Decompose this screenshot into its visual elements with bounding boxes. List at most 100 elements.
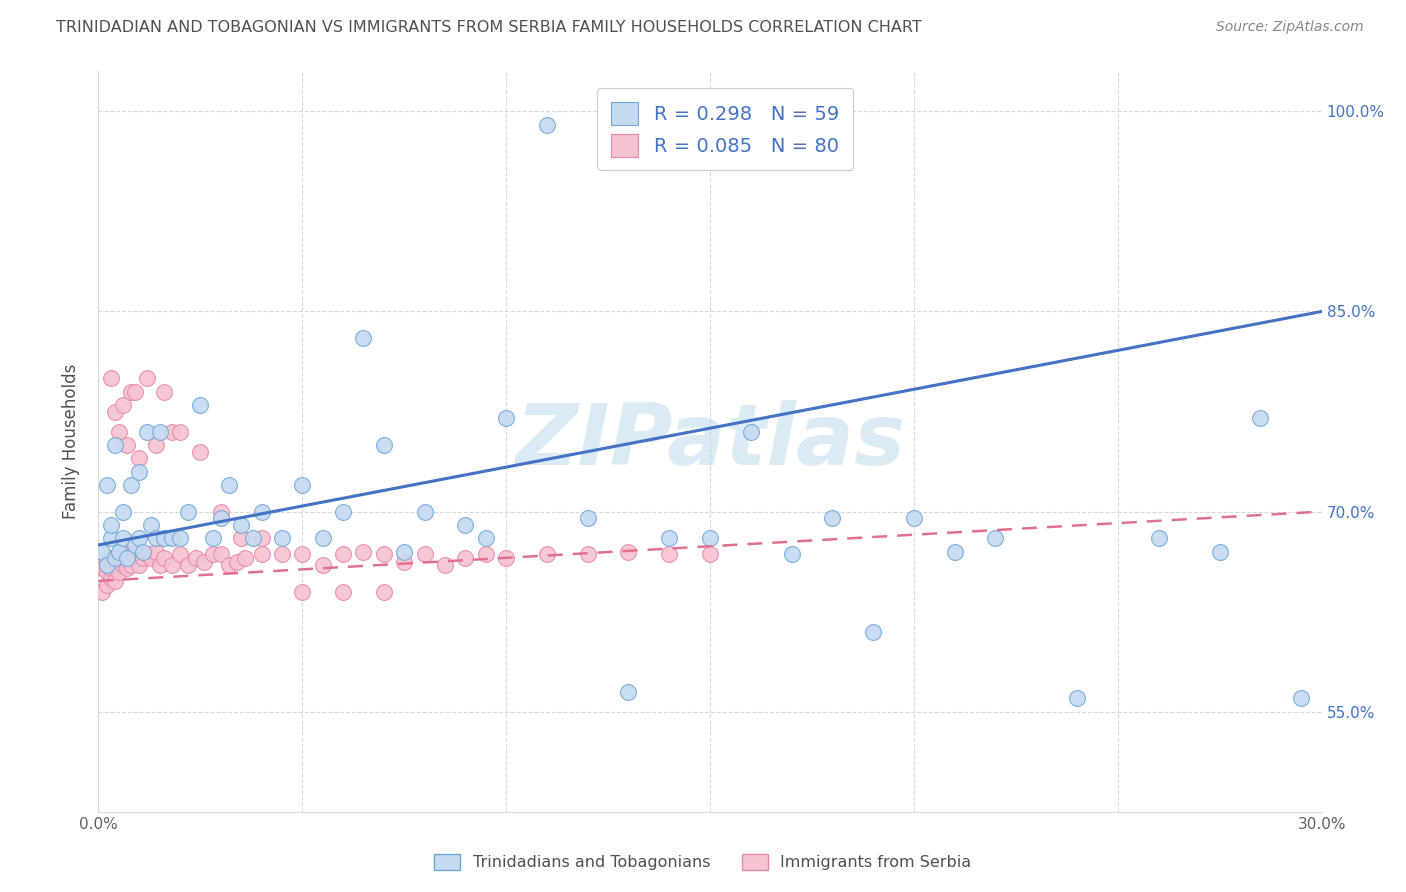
Point bbox=[821, 511, 844, 525]
Point bbox=[454, 551, 477, 566]
Point bbox=[474, 531, 498, 545]
Point bbox=[96, 565, 118, 579]
Point bbox=[1291, 691, 1313, 706]
Point bbox=[392, 555, 416, 569]
Point bbox=[454, 517, 477, 532]
Point bbox=[111, 531, 134, 545]
Point bbox=[218, 478, 240, 492]
Point bbox=[352, 544, 374, 558]
Point bbox=[218, 558, 240, 572]
Point bbox=[169, 547, 191, 561]
Point bbox=[100, 371, 122, 385]
Point bbox=[699, 547, 721, 561]
Point bbox=[96, 578, 118, 592]
Point bbox=[658, 531, 681, 545]
Legend: Trinidadians and Tobagonians, Immigrants from Serbia: Trinidadians and Tobagonians, Immigrants… bbox=[427, 847, 979, 877]
Point bbox=[160, 558, 183, 572]
Point bbox=[104, 438, 127, 452]
Point bbox=[96, 558, 118, 572]
Point bbox=[128, 451, 150, 466]
Point bbox=[373, 547, 395, 561]
Point bbox=[617, 684, 640, 698]
Point bbox=[576, 547, 599, 561]
Point bbox=[91, 544, 114, 558]
Point bbox=[495, 551, 517, 566]
Point bbox=[332, 584, 354, 599]
Point bbox=[152, 384, 174, 399]
Point bbox=[128, 544, 150, 558]
Point bbox=[413, 505, 436, 519]
Point bbox=[231, 531, 253, 545]
Point bbox=[100, 517, 122, 532]
Point bbox=[141, 551, 163, 566]
Point bbox=[291, 584, 314, 599]
Point bbox=[108, 544, 131, 558]
Point bbox=[91, 558, 114, 572]
Point bbox=[201, 547, 224, 561]
Point bbox=[104, 404, 127, 418]
Point bbox=[100, 560, 122, 574]
Point bbox=[291, 547, 314, 561]
Point bbox=[145, 531, 167, 545]
Point bbox=[124, 538, 146, 552]
Point bbox=[699, 531, 721, 545]
Point bbox=[115, 558, 138, 572]
Point bbox=[740, 425, 762, 439]
Point bbox=[233, 551, 256, 566]
Point bbox=[177, 505, 200, 519]
Point bbox=[149, 558, 172, 572]
Point bbox=[108, 565, 131, 579]
Point bbox=[169, 425, 191, 439]
Point bbox=[115, 438, 138, 452]
Point bbox=[145, 544, 167, 558]
Point bbox=[352, 331, 374, 345]
Point bbox=[108, 551, 131, 566]
Point bbox=[188, 398, 212, 412]
Point bbox=[209, 547, 232, 561]
Point bbox=[120, 551, 142, 566]
Point bbox=[120, 478, 142, 492]
Point bbox=[943, 544, 966, 558]
Point bbox=[903, 511, 925, 525]
Point bbox=[186, 551, 208, 566]
Point bbox=[132, 551, 155, 566]
Point bbox=[576, 511, 599, 525]
Point bbox=[152, 551, 174, 566]
Point bbox=[120, 558, 142, 572]
Point bbox=[250, 505, 273, 519]
Point bbox=[209, 511, 232, 525]
Point bbox=[104, 554, 127, 568]
Point bbox=[392, 544, 416, 558]
Point bbox=[169, 531, 191, 545]
Point bbox=[124, 384, 146, 399]
Point bbox=[495, 411, 517, 425]
Point bbox=[1249, 411, 1271, 425]
Point bbox=[160, 531, 183, 545]
Point bbox=[209, 505, 232, 519]
Point bbox=[124, 547, 146, 561]
Point bbox=[617, 544, 640, 558]
Text: TRINIDADIAN AND TOBAGONIAN VS IMMIGRANTS FROM SERBIA FAMILY HOUSEHOLDS CORRELATI: TRINIDADIAN AND TOBAGONIAN VS IMMIGRANTS… bbox=[56, 20, 922, 35]
Point bbox=[115, 560, 138, 574]
Point bbox=[145, 438, 167, 452]
Point bbox=[104, 558, 127, 572]
Point bbox=[332, 505, 354, 519]
Point bbox=[96, 478, 118, 492]
Point bbox=[141, 517, 163, 532]
Point bbox=[201, 531, 224, 545]
Point bbox=[231, 517, 253, 532]
Point bbox=[226, 555, 249, 569]
Point bbox=[136, 371, 159, 385]
Point bbox=[128, 531, 150, 545]
Point bbox=[111, 398, 134, 412]
Point bbox=[536, 547, 558, 561]
Point bbox=[100, 558, 122, 572]
Point bbox=[250, 531, 273, 545]
Point bbox=[373, 438, 395, 452]
Point bbox=[312, 531, 335, 545]
Point bbox=[149, 425, 172, 439]
Point bbox=[128, 465, 150, 479]
Point bbox=[984, 531, 1007, 545]
Point bbox=[242, 531, 264, 545]
Point bbox=[111, 558, 134, 572]
